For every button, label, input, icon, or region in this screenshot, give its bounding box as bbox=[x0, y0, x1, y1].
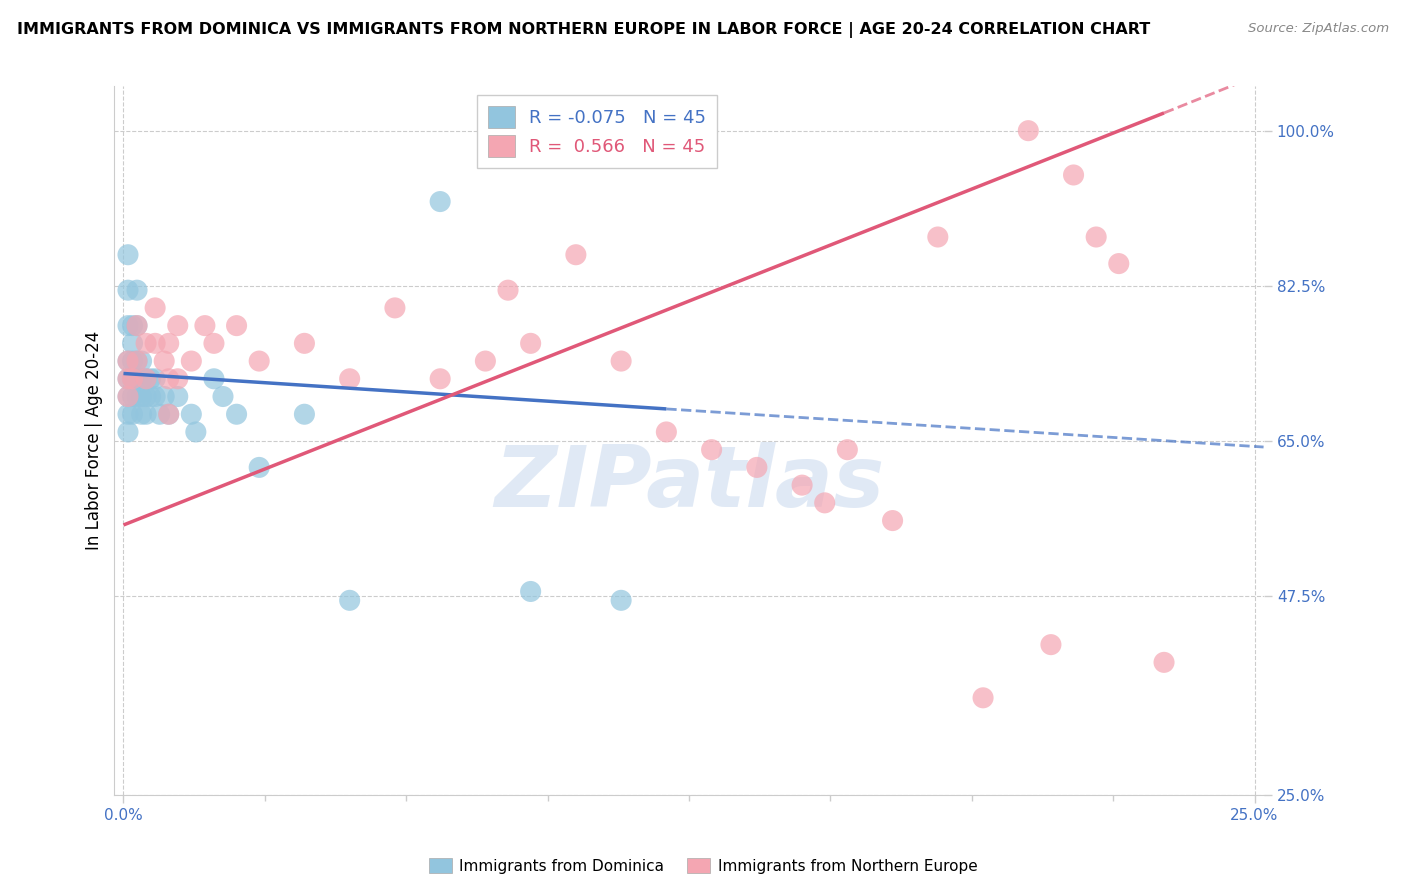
Point bbox=[790, 478, 813, 492]
Point bbox=[157, 407, 180, 421]
Point bbox=[814, 496, 837, 510]
Point bbox=[225, 407, 247, 421]
Point bbox=[125, 354, 148, 368]
Point bbox=[131, 354, 153, 368]
Point bbox=[180, 354, 202, 368]
Point bbox=[153, 390, 176, 404]
Point bbox=[125, 318, 148, 333]
Point bbox=[745, 460, 768, 475]
Point bbox=[121, 318, 143, 333]
Point bbox=[1108, 257, 1130, 271]
Point bbox=[117, 354, 139, 368]
Point bbox=[194, 318, 217, 333]
Point bbox=[117, 425, 139, 439]
Point bbox=[339, 593, 361, 607]
Point bbox=[157, 407, 180, 421]
Point bbox=[139, 372, 162, 386]
Point bbox=[294, 336, 316, 351]
Legend: Immigrants from Dominica, Immigrants from Northern Europe: Immigrants from Dominica, Immigrants fro… bbox=[422, 852, 984, 880]
Point bbox=[117, 390, 139, 404]
Point bbox=[157, 336, 180, 351]
Y-axis label: In Labor Force | Age 20-24: In Labor Force | Age 20-24 bbox=[86, 331, 103, 550]
Point bbox=[125, 283, 148, 297]
Point bbox=[972, 690, 994, 705]
Text: IMMIGRANTS FROM DOMINICA VS IMMIGRANTS FROM NORTHERN EUROPE IN LABOR FORCE | AGE: IMMIGRANTS FROM DOMINICA VS IMMIGRANTS F… bbox=[17, 22, 1150, 38]
Point bbox=[212, 390, 235, 404]
Point bbox=[225, 318, 247, 333]
Point bbox=[121, 390, 143, 404]
Point bbox=[125, 372, 148, 386]
Point bbox=[139, 390, 162, 404]
Point bbox=[135, 407, 157, 421]
Point bbox=[135, 372, 157, 386]
Point bbox=[1017, 123, 1039, 137]
Point bbox=[882, 514, 904, 528]
Point bbox=[117, 372, 139, 386]
Point bbox=[339, 372, 361, 386]
Point bbox=[837, 442, 859, 457]
Point bbox=[166, 372, 188, 386]
Point bbox=[121, 407, 143, 421]
Point bbox=[294, 407, 316, 421]
Point bbox=[143, 336, 166, 351]
Point bbox=[121, 336, 143, 351]
Point bbox=[117, 318, 139, 333]
Point bbox=[610, 354, 633, 368]
Point bbox=[125, 390, 148, 404]
Point bbox=[143, 372, 166, 386]
Point bbox=[117, 407, 139, 421]
Point bbox=[1085, 230, 1108, 244]
Point bbox=[143, 390, 166, 404]
Point bbox=[131, 407, 153, 421]
Point bbox=[610, 593, 633, 607]
Point bbox=[166, 390, 188, 404]
Point bbox=[117, 283, 139, 297]
Point bbox=[184, 425, 207, 439]
Point bbox=[429, 372, 451, 386]
Point bbox=[135, 390, 157, 404]
Point bbox=[565, 248, 588, 262]
Point bbox=[655, 425, 678, 439]
Point bbox=[519, 584, 541, 599]
Point bbox=[125, 318, 148, 333]
Point bbox=[429, 194, 451, 209]
Point bbox=[700, 442, 723, 457]
Point bbox=[131, 390, 153, 404]
Point bbox=[131, 372, 153, 386]
Point bbox=[117, 354, 139, 368]
Point bbox=[117, 248, 139, 262]
Point bbox=[1153, 656, 1175, 670]
Text: Source: ZipAtlas.com: Source: ZipAtlas.com bbox=[1249, 22, 1389, 36]
Point bbox=[384, 301, 406, 315]
Point bbox=[202, 372, 225, 386]
Point bbox=[247, 354, 270, 368]
Point bbox=[125, 354, 148, 368]
Point bbox=[1039, 638, 1062, 652]
Point bbox=[1063, 168, 1085, 182]
Legend: R = -0.075   N = 45, R =  0.566   N = 45: R = -0.075 N = 45, R = 0.566 N = 45 bbox=[477, 95, 717, 169]
Point bbox=[121, 372, 143, 386]
Point bbox=[496, 283, 519, 297]
Point bbox=[149, 407, 172, 421]
Point bbox=[519, 336, 541, 351]
Point bbox=[474, 354, 496, 368]
Text: ZIPatlas: ZIPatlas bbox=[494, 442, 884, 524]
Point bbox=[157, 372, 180, 386]
Point bbox=[121, 372, 143, 386]
Point bbox=[117, 390, 139, 404]
Point bbox=[121, 354, 143, 368]
Point bbox=[180, 407, 202, 421]
Point bbox=[202, 336, 225, 351]
Point bbox=[135, 336, 157, 351]
Point bbox=[247, 460, 270, 475]
Point bbox=[143, 301, 166, 315]
Point bbox=[135, 372, 157, 386]
Point bbox=[927, 230, 949, 244]
Point bbox=[166, 318, 188, 333]
Point bbox=[153, 354, 176, 368]
Point bbox=[117, 372, 139, 386]
